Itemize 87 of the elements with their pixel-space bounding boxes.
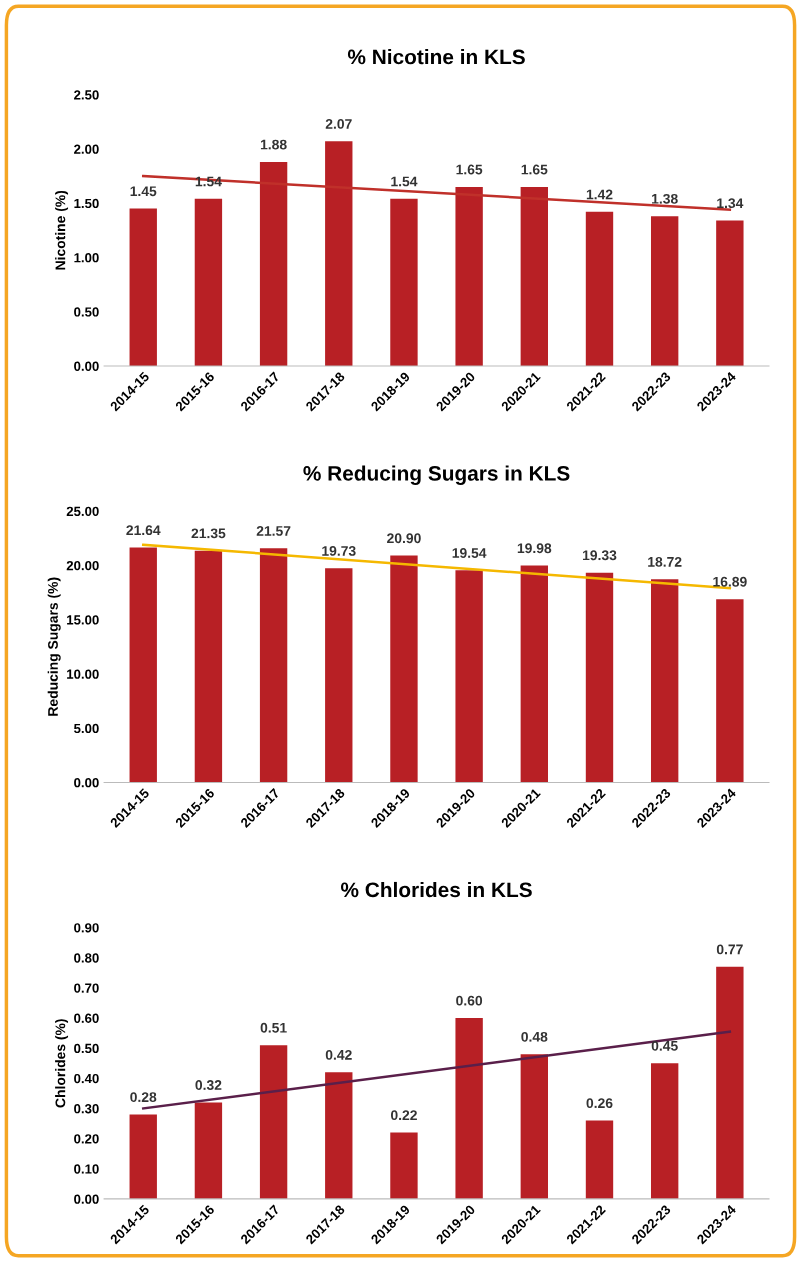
bar (390, 1132, 418, 1199)
data-label: 0.45 (651, 1040, 678, 1051)
y-tick-label: 0.80 (74, 953, 99, 963)
chart-title: % Chlorides in KLS (340, 881, 532, 898)
bar (129, 547, 157, 783)
data-label: 0.60 (456, 995, 483, 1006)
chart-title: % Nicotine in KLS (347, 49, 525, 65)
bar (325, 568, 353, 783)
data-label: 0.48 (521, 1031, 548, 1042)
data-label: 0.22 (390, 1110, 417, 1121)
y-tick-label: 0.50 (74, 1043, 99, 1054)
y-tick-label: 0.00 (74, 1194, 99, 1204)
bar (259, 548, 288, 783)
y-tick-label: 2.00 (74, 144, 99, 154)
y-tick-label: 1.50 (74, 198, 99, 209)
y-tick-label: 10.00 (67, 669, 99, 679)
bar (520, 186, 548, 366)
bar (650, 216, 679, 366)
bar (520, 1054, 548, 1199)
y-tick-label: 0.10 (74, 1164, 99, 1174)
bar (455, 570, 483, 783)
bar (259, 1045, 288, 1199)
y-tick-label: 0.40 (74, 1073, 99, 1084)
data-label: 1.54 (391, 176, 418, 187)
y-axis-title: Nicotine (%) (55, 190, 69, 270)
y-tick-label: 15.00 (67, 615, 99, 625)
data-label: 19.33 (582, 550, 617, 561)
data-label: 1.34 (717, 198, 744, 209)
bar (325, 1072, 353, 1199)
data-label: 19.54 (452, 548, 487, 558)
data-label: 1.38 (652, 193, 678, 204)
y-tick-label: 0.50 (74, 307, 99, 317)
bar (194, 1102, 223, 1199)
y-tick-label: 0.90 (74, 923, 99, 933)
y-tick-label: 20.00 (66, 560, 99, 571)
y-tick-label: 0.60 (74, 1013, 99, 1023)
y-tick-label: 5.00 (74, 723, 99, 734)
data-label: 1.65 (456, 164, 483, 175)
bar (716, 599, 744, 783)
y-tick-label: 0.00 (74, 778, 99, 788)
data-label: 21.64 (126, 525, 161, 536)
y-tick-label: 0.30 (74, 1104, 99, 1114)
y-axis-title: Chlorides (%) (55, 1019, 69, 1108)
y-tick-label: 1.00 (74, 253, 99, 263)
bar (585, 1120, 614, 1199)
bar (259, 161, 288, 366)
bar (455, 1018, 483, 1199)
data-label: 0.26 (586, 1098, 613, 1109)
data-label: 0.28 (130, 1092, 157, 1103)
y-tick-label: 25.00 (66, 506, 99, 517)
data-label: 16.89 (713, 576, 747, 587)
bar (650, 579, 679, 783)
bar (716, 966, 744, 1199)
data-label: 21.57 (256, 526, 291, 536)
bar (129, 208, 157, 366)
bar (194, 198, 223, 366)
y-tick-label: 0.00 (74, 361, 99, 371)
y-tick-label: 2.50 (74, 90, 99, 100)
bar (585, 211, 614, 366)
bar (520, 565, 548, 783)
data-label: 0.32 (195, 1080, 222, 1090)
bar (390, 555, 418, 783)
data-label: 20.90 (387, 533, 421, 544)
data-label: 2.07 (325, 119, 352, 129)
data-label: 1.42 (586, 189, 613, 200)
bar (716, 220, 744, 366)
data-label: 0.42 (325, 1049, 352, 1060)
y-tick-label: 0.70 (74, 983, 99, 993)
data-label: 1.88 (260, 139, 287, 150)
chart-title: % Reducing Sugars in KLS (303, 465, 570, 485)
data-label: 1.45 (130, 186, 157, 197)
bar (390, 198, 418, 366)
data-label: 21.35 (191, 528, 226, 539)
data-label: 0.51 (260, 1022, 287, 1033)
bar (650, 1063, 679, 1199)
bar (129, 1114, 157, 1199)
y-tick-label: 0.20 (74, 1134, 99, 1144)
data-label: 19.73 (322, 546, 356, 556)
bar (194, 550, 223, 783)
data-label: 0.77 (716, 944, 743, 955)
data-label: 18.72 (648, 556, 682, 567)
data-label: 19.98 (517, 543, 552, 554)
bar (325, 141, 353, 366)
data-label: 1.65 (521, 164, 548, 175)
bar (585, 572, 614, 783)
y-axis-title: Reducing Sugars (%) (47, 577, 61, 716)
bar (455, 186, 483, 366)
